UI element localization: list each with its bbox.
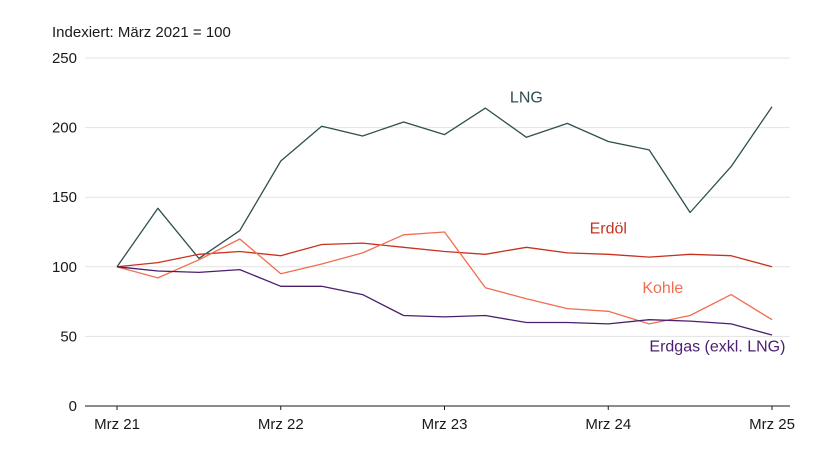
series-labels: LNG Erdöl Kohle Erdgas (exkl. LNG) bbox=[510, 90, 786, 356]
y-axis-ticks: 0 50 100 150 200 250 bbox=[52, 50, 77, 415]
series-line-erdgas-exkl-lng bbox=[116, 266, 773, 336]
series-label-kohle: Kohle bbox=[642, 280, 683, 297]
chart-subtitle: Indexiert: März 2021 = 100 bbox=[52, 24, 231, 41]
y-tick-label: 0 bbox=[69, 398, 77, 415]
series-label-lng: LNG bbox=[510, 90, 543, 107]
y-tick-label: 50 bbox=[60, 328, 77, 345]
series-line-lng bbox=[116, 106, 773, 268]
y-tick-label: 250 bbox=[52, 50, 77, 67]
series-line-erdöl bbox=[116, 242, 773, 268]
y-tick-label: 150 bbox=[52, 189, 77, 206]
series-line-kohle bbox=[116, 231, 773, 325]
series-label-erdgas-exkl-lng: Erdgas (exkl. LNG) bbox=[649, 339, 785, 356]
series-lines bbox=[116, 106, 773, 336]
x-tick-label: Mrz 21 bbox=[94, 416, 140, 433]
x-tick-label: Mrz 24 bbox=[585, 416, 631, 433]
y-tick-label: 100 bbox=[52, 259, 77, 276]
series-label-erdöl: Erdöl bbox=[590, 220, 627, 237]
x-tick-label: Mrz 22 bbox=[258, 416, 304, 433]
x-tick-label: Mrz 25 bbox=[749, 416, 795, 433]
y-tick-label: 200 bbox=[52, 120, 77, 137]
x-axis-ticks: Mrz 21 Mrz 22 Mrz 23 Mrz 24 Mrz 25 bbox=[94, 406, 795, 433]
gridlines bbox=[85, 57, 790, 407]
x-tick-label: Mrz 23 bbox=[422, 416, 468, 433]
